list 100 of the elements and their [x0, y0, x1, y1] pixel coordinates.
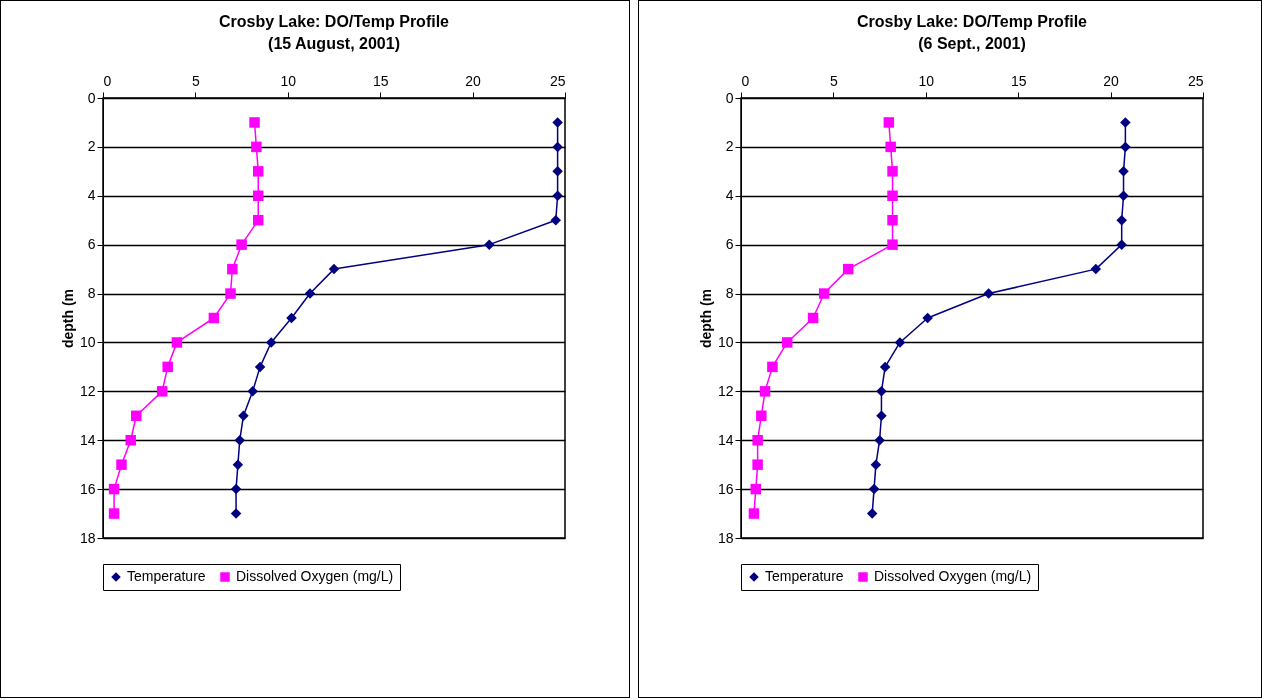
point — [818, 288, 830, 299]
point — [108, 508, 120, 519]
chart-title: Crosby Lake: DO/Temp Profile (15 August, 2001) — [219, 13, 450, 52]
x-tick-label: 25 — [1187, 72, 1204, 89]
y-tick-label: 14 — [717, 431, 734, 448]
y-tick-label: 0 — [87, 89, 96, 106]
x-tick-label: 25 — [549, 72, 566, 89]
point — [752, 434, 763, 446]
point — [162, 361, 173, 373]
point — [748, 508, 760, 519]
point — [251, 141, 262, 153]
point — [756, 410, 767, 422]
y-tick-label: 8 — [87, 285, 96, 302]
point — [1090, 263, 1102, 275]
x-tick-label: 10 — [280, 72, 297, 89]
point — [759, 386, 771, 397]
x-tick-label: 15 — [372, 72, 389, 89]
point — [230, 483, 242, 495]
point — [879, 361, 891, 373]
y-tick-label: 12 — [79, 382, 96, 399]
x-tick-label: 5 — [192, 72, 200, 89]
point — [252, 166, 264, 177]
y-tick-label: 10 — [79, 333, 96, 350]
point — [894, 337, 906, 348]
y-axis-title: depth (m — [59, 288, 76, 349]
point — [876, 386, 887, 397]
point — [781, 337, 793, 348]
point — [870, 459, 882, 470]
legend-label: Dissolved Oxygen (mg/L) — [236, 568, 394, 584]
point — [883, 117, 895, 128]
point — [230, 508, 242, 519]
point — [1120, 117, 1131, 128]
y-tick-label: 16 — [717, 480, 734, 497]
point — [552, 190, 563, 202]
point — [238, 410, 249, 422]
point — [247, 386, 258, 397]
point — [125, 434, 136, 446]
point — [983, 288, 994, 299]
point — [866, 508, 878, 519]
y-tick-label: 6 — [87, 236, 96, 253]
y-tick-label: 2 — [725, 138, 734, 155]
point — [552, 117, 563, 128]
point — [236, 239, 247, 250]
point — [750, 483, 762, 495]
y-tick-label: 16 — [79, 480, 96, 497]
point — [1116, 239, 1127, 250]
point — [885, 141, 896, 153]
point — [1120, 141, 1131, 153]
x-tick-label: 15 — [1010, 72, 1027, 89]
y-tick-label: 10 — [717, 333, 734, 350]
y-axis-title: depth (m — [697, 288, 714, 349]
point — [304, 288, 316, 299]
point — [252, 190, 264, 202]
chart-title: Crosby Lake: DO/Temp Profile (6 Sept., 2001) — [857, 13, 1088, 52]
y-tick-label: 18 — [717, 529, 734, 546]
point — [265, 337, 277, 348]
point — [483, 239, 495, 250]
x-tick-label: 20 — [1103, 72, 1120, 89]
point — [1118, 166, 1129, 177]
point — [232, 459, 244, 470]
x-tick-label: 5 — [830, 72, 838, 89]
y-tick-label: 0 — [725, 89, 734, 106]
point — [286, 312, 297, 324]
legend-label: Temperature — [765, 568, 844, 584]
point — [131, 410, 142, 422]
x-tick-label: 0 — [103, 72, 112, 89]
point — [887, 166, 898, 177]
y-tick-label: 4 — [87, 187, 96, 204]
point — [550, 214, 561, 226]
point — [108, 483, 120, 495]
point — [171, 337, 183, 348]
y-tick-label: 12 — [717, 382, 734, 399]
point — [552, 141, 563, 153]
point — [234, 434, 245, 446]
y-tick-label: 4 — [725, 187, 734, 204]
point — [1118, 190, 1129, 202]
point — [887, 190, 898, 202]
legend-label: Dissolved Oxygen (mg/L) — [874, 568, 1032, 584]
point — [887, 214, 898, 226]
point — [156, 386, 168, 397]
point — [208, 312, 220, 324]
point — [227, 263, 238, 275]
point — [249, 117, 260, 128]
point — [225, 288, 236, 299]
point — [807, 312, 819, 324]
legend-label: Temperature — [127, 568, 206, 584]
point — [1116, 214, 1127, 226]
point — [874, 434, 885, 446]
point — [842, 263, 854, 275]
point — [252, 214, 264, 226]
point — [767, 361, 778, 373]
x-tick-label: 20 — [465, 72, 482, 89]
point — [752, 459, 763, 470]
point — [876, 410, 887, 422]
point — [868, 483, 880, 495]
point — [887, 239, 898, 250]
y-tick-label: 2 — [87, 138, 96, 155]
point — [254, 361, 266, 373]
x-tick-label: 0 — [741, 72, 750, 89]
y-tick-label: 6 — [725, 236, 734, 253]
